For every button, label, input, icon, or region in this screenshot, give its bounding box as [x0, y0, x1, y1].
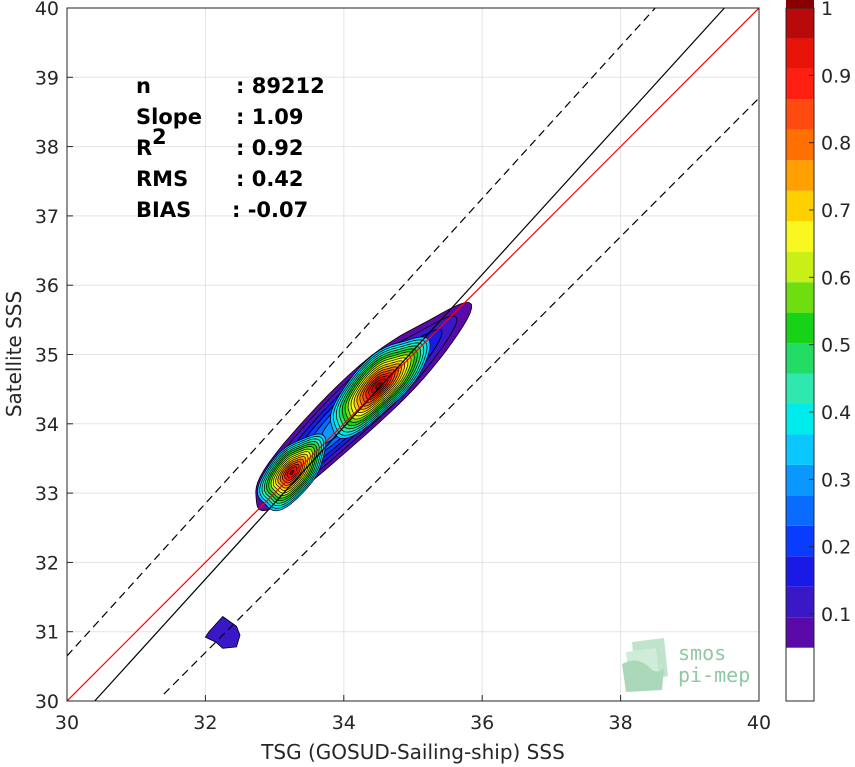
stat-label: n	[136, 74, 151, 98]
colorbar: 0.1 0.2 0.3 0.4 0.5 0.6 0.7 0.8 0.9 1	[785, 0, 851, 702]
y-axis-label: Satellite SSS	[2, 291, 26, 417]
colorbar-tick-label: 0.7	[821, 200, 851, 222]
colorbar-frame	[785, 7, 815, 702]
y-tick-label: 37	[35, 206, 59, 228]
colorbar-tick-label: 0.6	[821, 267, 851, 289]
line-one-to-one	[67, 8, 759, 701]
stat-value: : 0.92	[236, 136, 304, 160]
smos-pi-mep-logo: smos pi-mep	[622, 638, 750, 692]
colorbar-swatch	[786, 99, 814, 130]
line-lower-bound	[163, 97, 759, 695]
line-regression	[94, 8, 725, 701]
colorbar-swatch	[786, 647, 814, 701]
colorbar-swatch	[786, 38, 814, 69]
colorbar-swatch	[786, 312, 814, 344]
stat-label: Slope	[136, 105, 202, 129]
y-tick-label: 34	[35, 414, 59, 436]
colorbar-swatch	[786, 160, 814, 191]
colorbar-tick-label: 0.3	[821, 469, 851, 491]
colorbar-tick-label: 0.4	[821, 402, 851, 424]
colorbar-swatch	[786, 525, 814, 557]
x-tick-label: 36	[470, 712, 494, 734]
colorbar-swatch	[786, 586, 814, 618]
stat-value: : -0.07	[232, 198, 308, 222]
y-tick-label: 39	[35, 67, 59, 89]
contour-peak	[289, 469, 295, 475]
y-tick-label: 35	[35, 345, 59, 367]
colorbar-swatch	[786, 556, 814, 587]
colorbar-swatch	[786, 617, 814, 648]
colorbar-tick-label: 0.2	[821, 537, 851, 559]
x-tick-label: 30	[55, 712, 79, 734]
x-tick-label: 40	[747, 712, 771, 734]
colorbar-tick-label: 1	[821, 0, 833, 20]
logo-line-1: smos	[678, 641, 726, 665]
grid-lines	[66, 7, 760, 702]
x-axis-label: TSG (GOSUD-Sailing-ship) SSS	[260, 740, 565, 764]
stats-box: n : 89212 Slope : 1.09 R 2 : 0.92 RMS : 0.42 BIAS…	[136, 74, 325, 222]
colorbar-swatch	[786, 8, 814, 39]
stat-label: RMS	[136, 167, 188, 191]
stat-label: BIAS	[136, 198, 191, 222]
x-axis-ticks: 30 32 34 36 38 40	[55, 695, 771, 734]
stat-label: R	[136, 136, 152, 160]
y-tick-label: 36	[35, 275, 59, 297]
colorbar-swatch	[786, 129, 814, 161]
colorbar-tick-label: 0.1	[821, 604, 851, 626]
colorbar-swatch	[786, 282, 814, 313]
y-tick-label: 32	[35, 552, 59, 574]
y-tick-label: 31	[35, 622, 59, 644]
contour-blob	[204, 615, 241, 649]
colorbar-swatch	[786, 221, 814, 252]
stat-value: : 89212	[236, 74, 325, 98]
colorbar-swatch	[786, 464, 814, 496]
stat-label-superscript: 2	[152, 125, 167, 149]
colorbar-tick-label: 0.9	[821, 65, 851, 87]
y-tick-label: 38	[35, 137, 59, 159]
colorbar-swatch	[786, 373, 814, 404]
colorbar-swatch	[786, 343, 814, 374]
logo-emblem-icon	[622, 638, 668, 692]
stat-value: : 0.42	[236, 167, 304, 191]
colorbar-tick-label: 0.8	[821, 133, 851, 155]
colorbar-swatch	[786, 495, 814, 526]
reference-lines	[67, 8, 759, 701]
contour-peak	[375, 382, 382, 390]
logo-line-2: pi-mep	[678, 663, 750, 687]
y-tick-label: 40	[35, 0, 59, 20]
colorbar-swatch	[786, 434, 814, 465]
colorbar-swatch	[786, 0, 814, 8]
x-tick-label: 38	[609, 712, 633, 734]
colorbar-swatch	[786, 190, 814, 222]
x-tick-label: 34	[332, 712, 356, 734]
x-tick-label: 32	[193, 712, 217, 734]
stat-value: : 1.09	[236, 105, 304, 129]
y-tick-label: 30	[35, 691, 59, 713]
y-axis-ticks: 30 31 32 33 34 35 36 37 38 39 40	[35, 0, 73, 713]
colorbar-tick-label: 0.5	[821, 335, 851, 357]
colorbar-swatch	[786, 68, 814, 100]
y-tick-label: 33	[35, 483, 59, 505]
colorbar-swatch	[786, 404, 814, 435]
line-upper-bound	[67, 8, 656, 657]
